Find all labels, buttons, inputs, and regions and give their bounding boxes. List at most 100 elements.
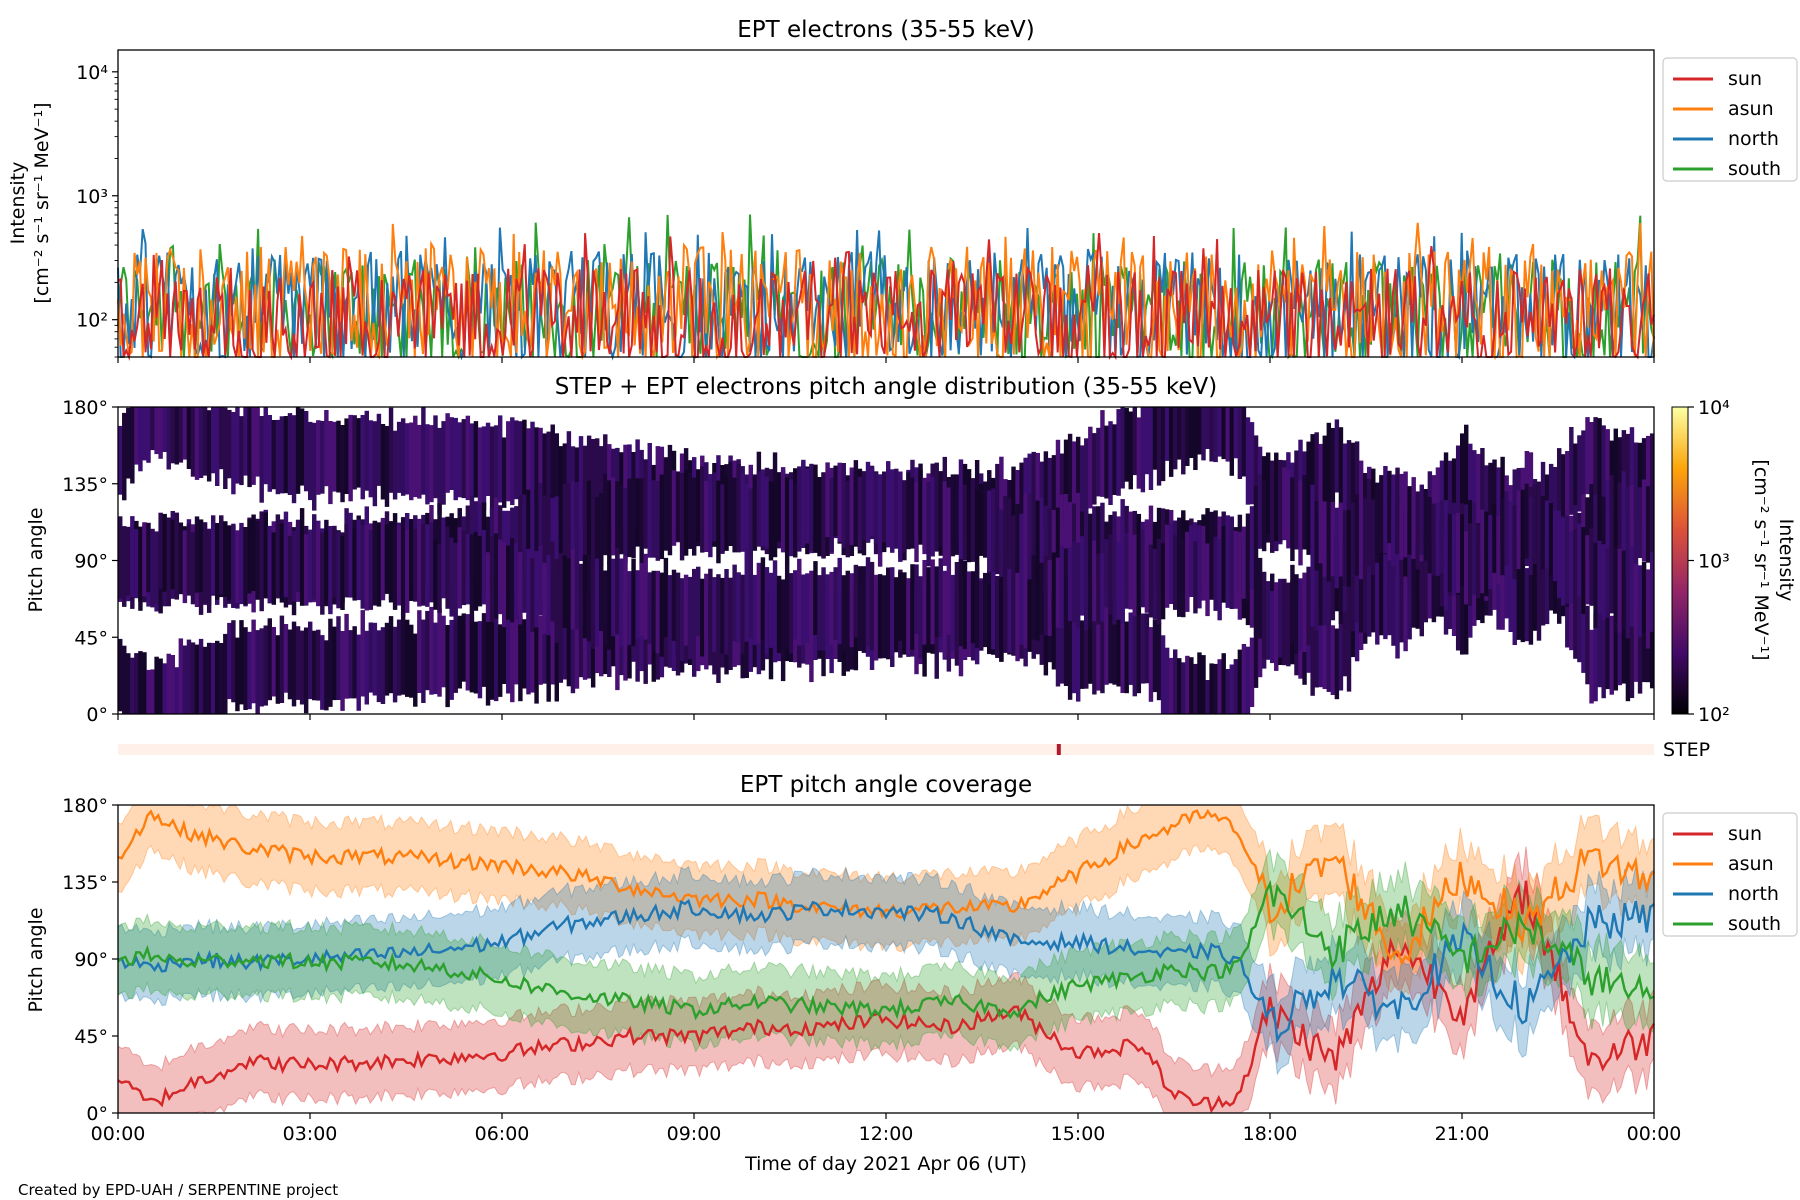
pad-cell (720, 484, 725, 554)
pad-cell (1391, 565, 1396, 646)
pad-cell (320, 635, 325, 710)
pad-cell (1464, 571, 1469, 655)
pad-cell (1100, 553, 1105, 622)
pad-cell (603, 570, 608, 646)
pad-cell (675, 572, 681, 657)
pad-cell (1011, 515, 1016, 586)
pad-cell (1112, 540, 1117, 625)
pad-cell (1330, 625, 1336, 695)
pad-cell (251, 407, 256, 485)
pad-ylabel: Pitch angle (25, 507, 47, 612)
pad-cell (1055, 439, 1061, 527)
pad-cell (1294, 464, 1299, 550)
pad-cell (1645, 435, 1651, 507)
pad-cell (1209, 530, 1214, 600)
pad-cell (1181, 538, 1186, 618)
pad-cell (837, 557, 842, 645)
pad-cell (1407, 552, 1412, 640)
pad-cell (599, 555, 604, 631)
pad-cell (1144, 407, 1150, 475)
pad-cell (364, 525, 370, 611)
pad-cell (1633, 597, 1639, 682)
pad-cell (275, 521, 281, 599)
pad-cell (1003, 567, 1008, 645)
pad-cell (441, 615, 446, 688)
pad-cell (1213, 663, 1218, 714)
pad-cell (922, 478, 927, 555)
y-tick-label: 180° (62, 397, 108, 419)
pad-cell (1310, 551, 1315, 627)
pad-cell (1427, 497, 1433, 574)
pad-cell (497, 415, 503, 503)
pad-cell (421, 524, 426, 606)
pad-cell (1019, 462, 1024, 535)
pad-cell (691, 568, 697, 657)
pad-cell (1540, 495, 1546, 570)
pad-cell (829, 571, 834, 646)
pad-cell (558, 607, 564, 683)
pad-cell (1181, 407, 1186, 475)
pad-cell (255, 407, 260, 477)
pad-cell (1565, 515, 1570, 604)
pad-cell (158, 407, 163, 459)
pad-cell (320, 532, 325, 615)
pad-cell (1063, 439, 1069, 527)
pad-cell (186, 639, 192, 714)
pad-cell (1500, 497, 1505, 576)
pad-cell (696, 566, 701, 637)
pad-cell (1468, 443, 1473, 519)
pad-cell (784, 565, 790, 649)
pad-cell (1350, 442, 1356, 515)
pad-cell (1249, 506, 1255, 590)
pad-cell (788, 479, 794, 557)
pad-cell (1641, 479, 1647, 562)
pad-cell (950, 574, 956, 652)
pad-cell (510, 538, 515, 623)
pad-cell (821, 567, 826, 651)
pad-cell (340, 631, 345, 711)
pad-cell (437, 427, 442, 515)
pad-cell (623, 592, 628, 681)
pad-cell (599, 446, 604, 522)
pad-cell (760, 557, 766, 640)
pad-cell (950, 474, 956, 557)
pad-cell (1096, 427, 1101, 497)
pad-cell (255, 630, 260, 714)
pad-cell (526, 614, 531, 695)
pad-cell (1552, 467, 1558, 539)
pad-cell (158, 512, 163, 589)
pad-cell (1423, 489, 1429, 561)
pad-cell (356, 519, 361, 601)
pad-cell (449, 537, 454, 617)
pad-cell (1059, 545, 1065, 629)
pad-cell (522, 540, 527, 613)
pad-cell (247, 407, 252, 488)
pad-cell (619, 558, 624, 647)
pad-cell (1322, 552, 1327, 626)
pad-cell (449, 417, 454, 490)
pad-cell (1233, 530, 1239, 609)
pad-cell (1314, 611, 1319, 688)
pad-cell (190, 407, 196, 477)
pad-cell (938, 471, 943, 547)
pad-cell (845, 570, 851, 643)
pad-cell (1326, 608, 1332, 692)
pad-cell (1431, 503, 1437, 576)
pad-cell (599, 598, 604, 677)
coverage-series-group (117, 808, 1656, 1114)
pad-cell (886, 473, 891, 548)
x-tick-label: 00:00 (1627, 1123, 1682, 1145)
pad-cell (271, 532, 277, 605)
pad-cell (1148, 627, 1154, 702)
legend-label-south: south (1728, 158, 1781, 180)
pad-cell (991, 488, 996, 571)
pad-cell (481, 530, 487, 605)
pad-cell (502, 542, 507, 628)
pad-cell (974, 489, 980, 576)
pad-cell (1310, 484, 1315, 557)
pad-cell (538, 615, 543, 685)
pad-cell (190, 532, 196, 605)
y-tick-label: 45° (74, 627, 108, 649)
pad-cell (267, 525, 272, 600)
pad-cell (1015, 503, 1020, 581)
